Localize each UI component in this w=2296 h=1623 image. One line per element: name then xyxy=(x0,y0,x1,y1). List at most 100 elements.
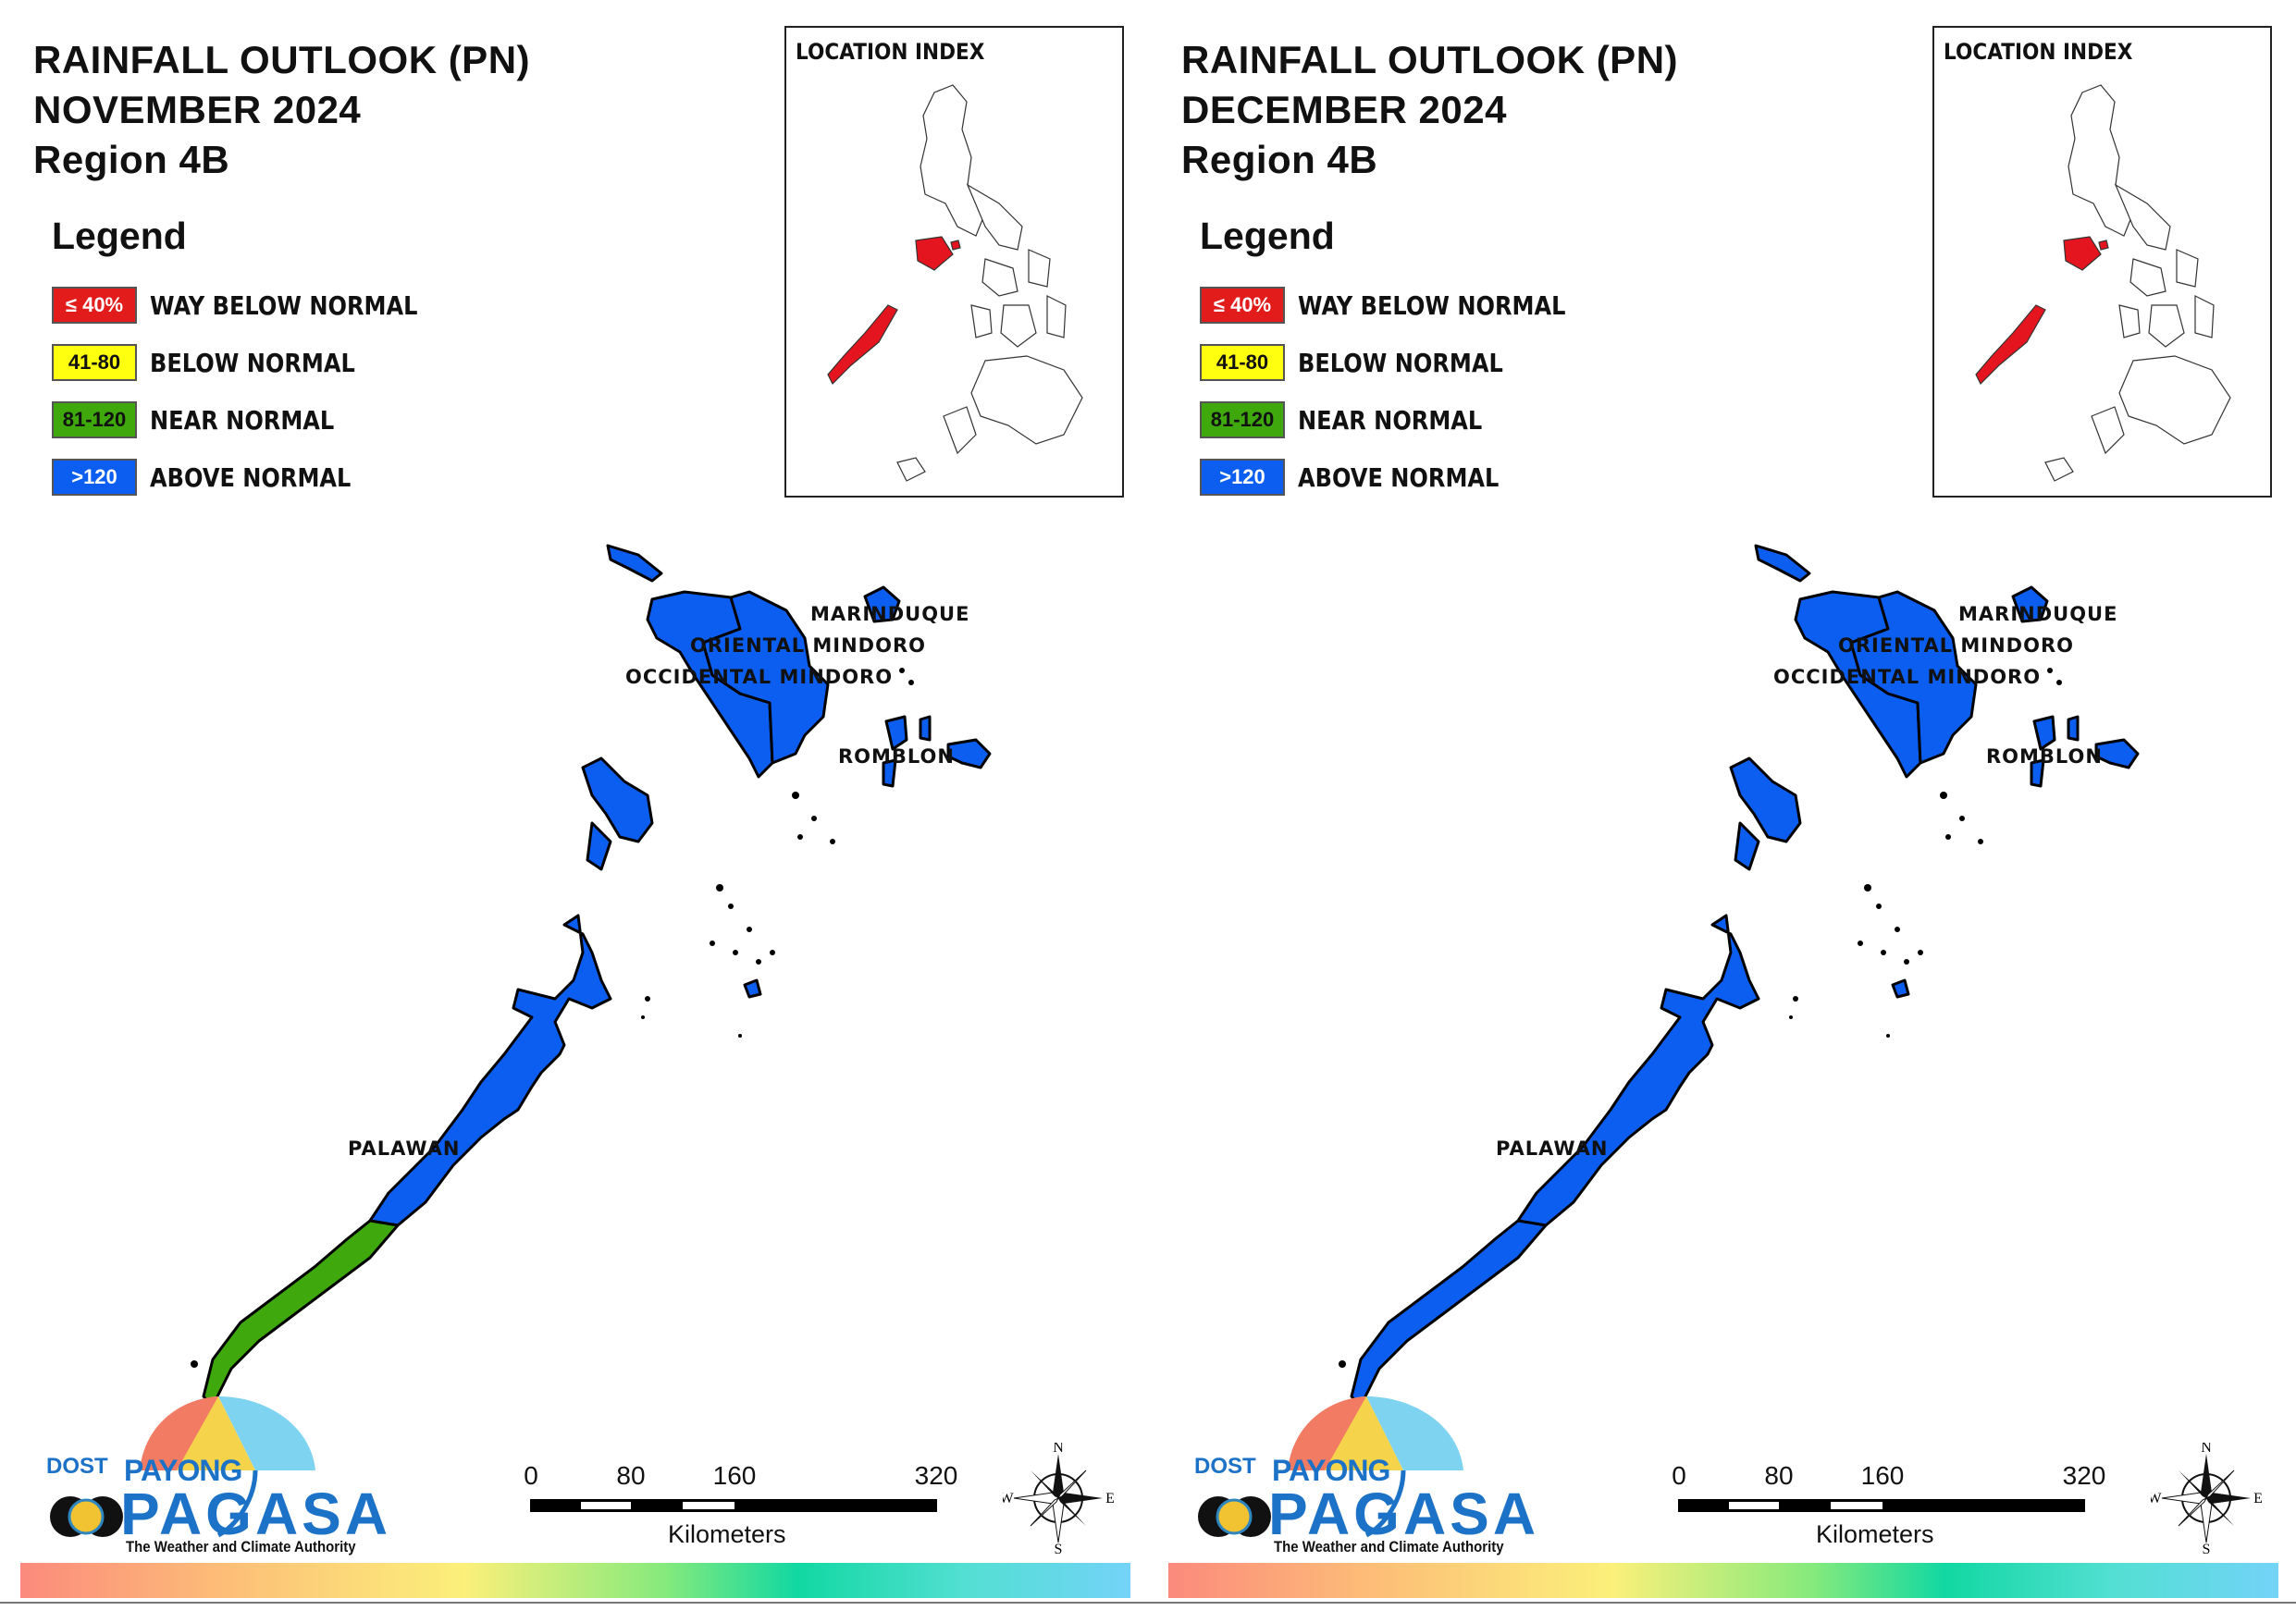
romblon-shape-3 xyxy=(882,758,897,788)
small-islets xyxy=(191,668,914,1368)
legend-swatch: ≤ 40% xyxy=(1200,287,1285,324)
title-line-3: Region 4B xyxy=(33,138,230,181)
decorative-gradient-bar xyxy=(1168,1563,2278,1598)
label-romblon: ROMBLON xyxy=(838,745,955,768)
region-4b-map xyxy=(1339,544,2140,1406)
romblon-shape-2 xyxy=(946,738,992,769)
north-arrow-compass: N S W E xyxy=(2147,1440,2262,1557)
legend-label: ABOVE NORMAL xyxy=(150,461,352,493)
compass-s: S xyxy=(1055,1542,1063,1554)
north-arrow-compass: N S W E xyxy=(999,1440,1114,1557)
label-marinduque: MARINDUQUE xyxy=(1958,603,2118,625)
title-line-2: NOVEMBER 2024 xyxy=(33,88,362,131)
romblon-shape-4 xyxy=(2067,715,2080,742)
label-palawan: PALAWAN xyxy=(1496,1137,1609,1160)
romblon-shape-4 xyxy=(919,715,932,742)
pagasa-logo: DOST PAYONG PAGASA The Weather and Clima… xyxy=(33,1387,403,1563)
map-title: RAINFALL OUTLOOK (PN) DECEMBER 2024 Regi… xyxy=(1181,35,1678,185)
scale-bar: 0 80 160 320 Kilometers xyxy=(524,1461,957,1548)
north-palawan-islets xyxy=(586,821,612,871)
compass-rose-icon: N S W E xyxy=(999,1440,1114,1557)
label-romblon: ROMBLON xyxy=(1986,745,2103,768)
compass-e: E xyxy=(1105,1491,1114,1506)
label-oriental-mindoro: ORIENTAL MINDORO xyxy=(690,634,926,657)
region-4b-highlight xyxy=(827,236,961,386)
decorative-gradient-bar xyxy=(20,1563,1130,1598)
legend: Legend ≤ 40% WAY BELOW NORMAL 41-80 BELO… xyxy=(1200,215,1610,506)
calamian-islands xyxy=(581,756,654,843)
footer-rule xyxy=(1148,1602,2296,1604)
legend-item-near: 81-120 NEAR NORMAL xyxy=(1200,391,1610,449)
legend-swatch: 81-120 xyxy=(52,401,137,438)
legend-label: WAY BELOW NORMAL xyxy=(1298,289,1566,321)
lubang-island xyxy=(606,544,663,583)
title-line-2: DECEMBER 2024 xyxy=(1181,88,1507,131)
logo-tagline: The Weather and Climate Authority xyxy=(126,1538,356,1555)
location-index-label: LOCATION INDEX xyxy=(1944,39,2133,65)
palawan-north-shape xyxy=(1516,914,1760,1227)
marinduque-shape xyxy=(2011,585,2049,623)
region-4b-highlight xyxy=(1975,236,2109,386)
scale-bar-graphic xyxy=(1678,1499,2085,1512)
outlook-panel-november: RAINFALL OUTLOOK (PN) NOVEMBER 2024 Regi… xyxy=(0,26,1148,1604)
scale-tick: 0 xyxy=(524,1461,538,1490)
umbrella-icon xyxy=(50,1396,315,1538)
philippines-index-map xyxy=(827,84,1083,482)
province-map: MARINDUQUE ORIENTAL MINDORO OCCIDENTAL M… xyxy=(0,518,1148,1406)
scale-tick: 0 xyxy=(1672,1461,1686,1490)
map-title: RAINFALL OUTLOOK (PN) NOVEMBER 2024 Regi… xyxy=(33,35,530,185)
legend-swatch: >120 xyxy=(52,459,137,496)
marinduque-shape xyxy=(863,585,901,623)
province-map: MARINDUQUE ORIENTAL MINDORO OCCIDENTAL M… xyxy=(1148,518,2296,1406)
legend-item-way-below: ≤ 40% WAY BELOW NORMAL xyxy=(1200,277,1610,334)
compass-w: W xyxy=(2151,1491,2162,1506)
legend-swatch: >120 xyxy=(1200,459,1285,496)
logo-payong: PAYONG xyxy=(1272,1454,1390,1487)
location-index-inset: LOCATION INDEX xyxy=(1932,26,2272,498)
legend-label: WAY BELOW NORMAL xyxy=(150,289,418,321)
scale-bar-graphic xyxy=(530,1499,937,1512)
legend-label: ABOVE NORMAL xyxy=(1298,461,1500,493)
logo-dost: DOST xyxy=(1194,1454,1256,1479)
label-oriental-mindoro: ORIENTAL MINDORO xyxy=(1838,634,2074,657)
label-occidental-mindoro: OCCIDENTAL MINDORO xyxy=(625,666,894,688)
romblon-shape-1 xyxy=(884,715,908,751)
lubang-island xyxy=(1754,544,1811,583)
oriental-mindoro-shape xyxy=(1849,590,1978,765)
legend-title: Legend xyxy=(52,215,187,257)
legend-item-way-below: ≤ 40% WAY BELOW NORMAL xyxy=(52,277,462,334)
compass-w: W xyxy=(1003,1491,1014,1506)
title-line-3: Region 4B xyxy=(1181,138,1378,181)
legend-item-above: >120 ABOVE NORMAL xyxy=(52,449,462,506)
legend-label: NEAR NORMAL xyxy=(150,404,335,436)
label-palawan: PALAWAN xyxy=(348,1137,461,1160)
compass-n: N xyxy=(2201,1443,2212,1456)
scale-tick: 80 xyxy=(1764,1461,1794,1490)
cuyo-island xyxy=(743,978,762,999)
logo-payong: PAYONG xyxy=(124,1454,242,1487)
scale-tick: 320 xyxy=(2062,1461,2106,1490)
small-islets xyxy=(1339,668,2062,1368)
location-index-label: LOCATION INDEX xyxy=(796,39,985,65)
title-line-1: RAINFALL OUTLOOK (PN) xyxy=(33,38,531,81)
scale-unit: Kilometers xyxy=(1816,1520,1934,1548)
outlook-panel-december: RAINFALL OUTLOOK (PN) DECEMBER 2024 Regi… xyxy=(1148,0,2296,1623)
scale-tick: 320 xyxy=(914,1461,958,1490)
cuyo-island xyxy=(1891,978,1910,999)
calamian-islands xyxy=(1729,756,1802,843)
scale-tick: 80 xyxy=(616,1461,646,1490)
legend-swatch: 41-80 xyxy=(52,344,137,381)
palawan-south-shape xyxy=(202,1219,400,1406)
legend-swatch: 81-120 xyxy=(1200,401,1285,438)
title-line-1: RAINFALL OUTLOOK (PN) xyxy=(1181,38,1679,81)
palawan-south-shape xyxy=(1350,1219,1548,1406)
legend-label: BELOW NORMAL xyxy=(150,347,355,378)
label-marinduque: MARINDUQUE xyxy=(810,603,970,625)
compass-s: S xyxy=(2203,1542,2211,1554)
location-index-inset: LOCATION INDEX xyxy=(784,26,1124,498)
pagasa-logo: DOST PAYONG PAGASA The Weather and Clima… xyxy=(1181,1387,1551,1563)
legend-item-below: 41-80 BELOW NORMAL xyxy=(1200,334,1610,391)
compass-e: E xyxy=(2253,1491,2262,1506)
legend-swatch: 41-80 xyxy=(1200,344,1285,381)
philippines-index-map xyxy=(1975,84,2231,482)
